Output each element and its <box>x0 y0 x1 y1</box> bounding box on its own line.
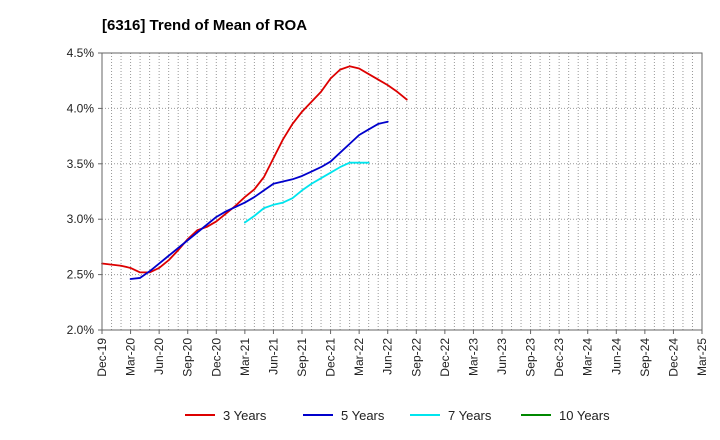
y-tick-label: 2.5% <box>67 268 95 282</box>
x-tick-label: Dec-20 <box>209 338 223 377</box>
x-tick-label: Jun-24 <box>609 338 623 375</box>
x-tick-label: Sep-23 <box>524 338 538 377</box>
legend-label: 5 Years <box>341 408 385 423</box>
x-tick-label: Dec-19 <box>95 338 109 377</box>
x-tick-label: Jun-21 <box>266 338 280 375</box>
x-tick-label: Mar-25 <box>695 338 709 376</box>
x-axis: Dec-19 Mar-20 Jun-20 Sep-20 Dec-20 Mar-21 Jun-… <box>95 330 709 377</box>
plot-background <box>102 53 702 330</box>
legend-label: 3 Years <box>223 408 267 423</box>
x-tick-label: Sep-20 <box>181 338 195 377</box>
legend-label: 7 Years <box>448 408 492 423</box>
x-tick-label: Mar-24 <box>581 338 595 376</box>
legend: 3 Years 5 Years 7 Years 10 Years <box>185 408 610 423</box>
y-tick-label: 4.5% <box>67 46 95 60</box>
x-tick-label: Sep-24 <box>638 338 652 377</box>
x-tick-label: Jun-22 <box>381 338 395 375</box>
y-tick-label: 3.5% <box>67 157 95 171</box>
x-tick-label: Mar-21 <box>238 338 252 376</box>
x-tick-label: Mar-23 <box>466 338 480 376</box>
x-tick-label: Dec-22 <box>438 338 452 377</box>
x-tick-label: Jun-23 <box>495 338 509 375</box>
series-layer <box>101 65 408 280</box>
x-tick-label: Jun-20 <box>152 338 166 375</box>
legend-label: 10 Years <box>559 408 610 423</box>
y-tick-label: 4.0% <box>67 101 95 115</box>
y-axis: 2.0% 2.5% 3.0% 3.5% 4.0% 4.5% <box>67 46 102 337</box>
series-line-3-years <box>101 65 408 274</box>
series-line-5-years <box>129 120 389 280</box>
y-tick-label: 3.0% <box>67 212 95 226</box>
x-tick-label: Dec-21 <box>324 338 338 377</box>
x-tick-label: Dec-24 <box>666 338 680 377</box>
x-tick-label: Sep-22 <box>409 338 423 377</box>
x-tick-label: Dec-23 <box>552 338 566 377</box>
plot-border <box>101 52 703 331</box>
chart-title: [6316] Trend of Mean of ROA <box>102 17 307 34</box>
x-tick-label: Mar-22 <box>352 338 366 376</box>
plot-frame <box>101 52 703 331</box>
y-tick-label: 2.0% <box>67 323 95 337</box>
x-tick-label: Sep-21 <box>295 338 309 377</box>
series-line-7-years <box>243 161 370 224</box>
grid-lines <box>102 53 702 330</box>
plot-area <box>102 53 702 330</box>
x-tick-label: Mar-20 <box>124 338 138 376</box>
